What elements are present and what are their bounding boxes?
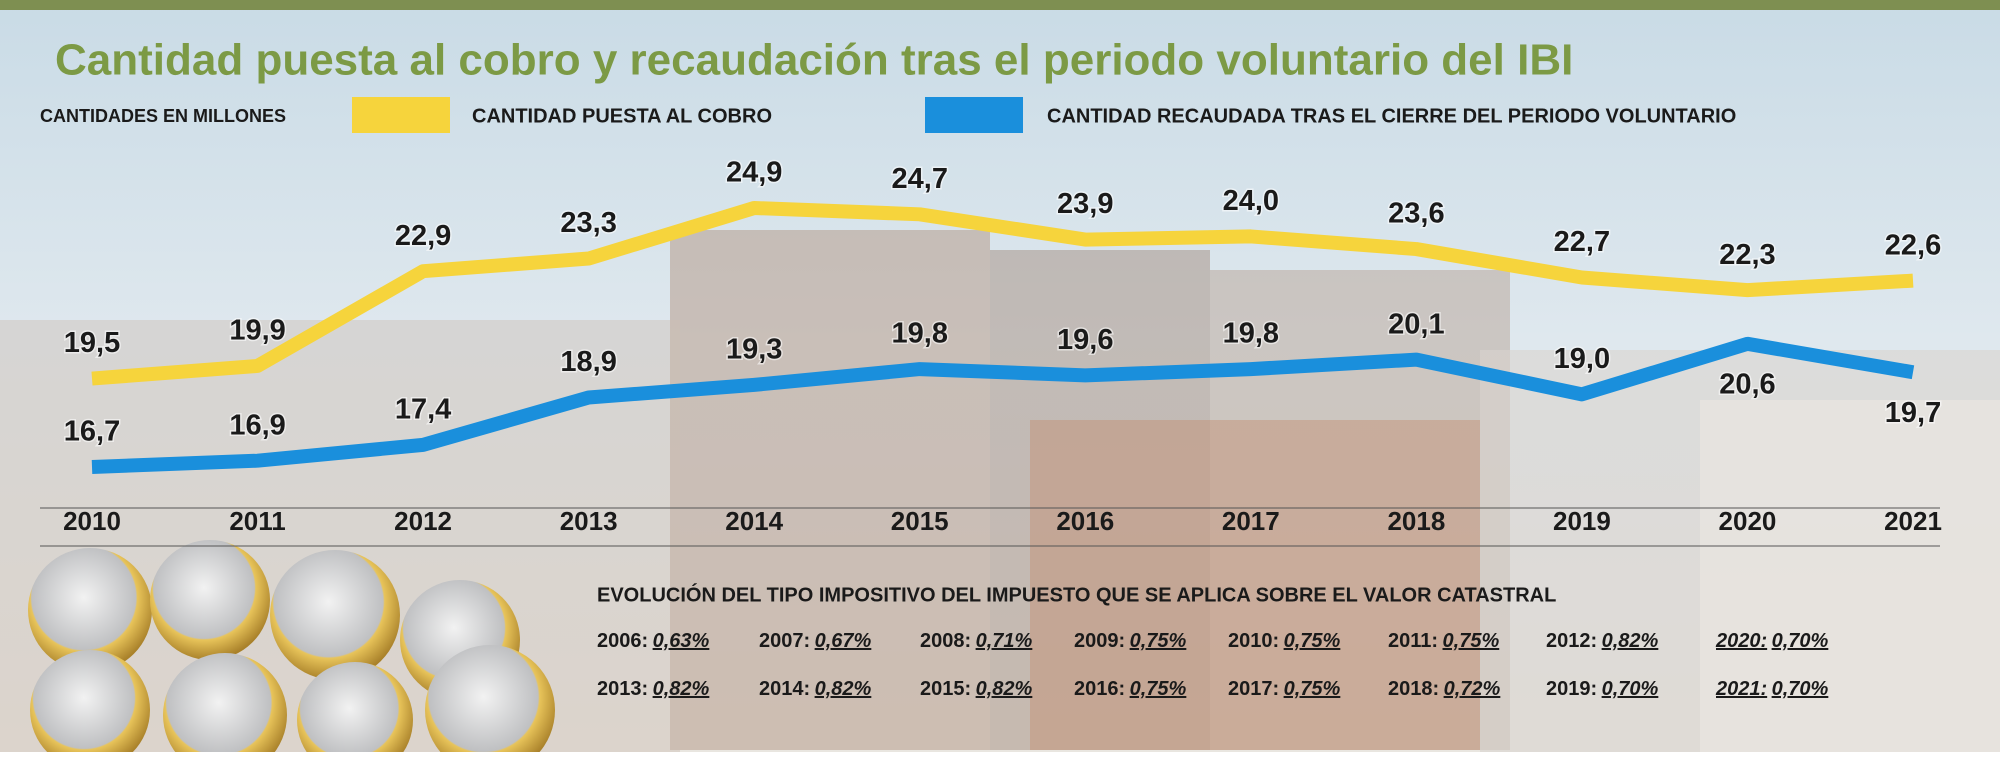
rate-value: 0,75% (1130, 678, 1187, 700)
section-title: EVOLUCIÓN DEL TIPO IMPOSITIVO DEL IMPUES… (597, 582, 1556, 606)
rate-year: 2007: (759, 630, 810, 652)
data-label: 23,6 (1388, 198, 1444, 230)
data-label: 17,4 (395, 394, 451, 426)
rate-value: 0,75% (1284, 678, 1341, 700)
data-label: 19,5 (64, 327, 120, 359)
x-tick-label: 2017 (1222, 506, 1280, 536)
rate-year: 2018: (1388, 678, 1439, 700)
rate-year: 2010: (1228, 630, 1279, 652)
data-label: 22,9 (395, 220, 451, 252)
data-label: 19,9 (229, 315, 285, 347)
rate-value: 0,82% (1602, 630, 1659, 652)
coins (28, 540, 555, 757)
rate-year: 2020: (1715, 630, 1767, 652)
x-tick-label: 2016 (1056, 506, 1114, 536)
rate-value: 0,82% (815, 678, 872, 700)
rate-value: 0,82% (653, 678, 710, 700)
data-label: 22,7 (1554, 226, 1610, 258)
series-line (91, 336, 1915, 474)
data-label: 16,9 (229, 409, 285, 441)
rate-year: 2015: (920, 678, 971, 700)
data-label: 20,6 (1719, 368, 1775, 400)
rate-value: 0,70% (1602, 678, 1659, 700)
legend-label: CANTIDAD PUESTA AL COBRO (472, 105, 772, 127)
rate-entry: 2007: 0,67% (759, 630, 872, 652)
rate-entry: 2008: 0,71% (920, 630, 1033, 652)
x-tick-label: 2020 (1719, 506, 1777, 536)
data-label: 23,9 (1057, 188, 1113, 220)
x-tick-label: 2012 (394, 506, 452, 536)
x-tick-label: 2018 (1387, 506, 1445, 536)
rate-entry: 2016: 0,75% (1074, 678, 1187, 700)
data-label: 19,7 (1885, 397, 1941, 429)
x-tick-label: 2014 (725, 506, 783, 536)
rate-entry: 2009: 0,75% (1074, 630, 1187, 652)
rate-value: 0,67% (815, 630, 872, 652)
rate-value: 0,82% (976, 678, 1033, 700)
data-label: 18,9 (560, 346, 616, 378)
legend-label: CANTIDAD RECAUDADA TRAS EL CIERRE DEL PE… (1047, 105, 1736, 127)
rate-year: 2014: (759, 678, 810, 700)
rate-entry: 2013: 0,82% (597, 678, 710, 700)
rate-year: 2006: (597, 630, 648, 652)
rate-value: 0,75% (1130, 630, 1187, 652)
data-label: 22,3 (1719, 239, 1775, 271)
rate-value: 0,63% (653, 630, 710, 652)
rate-value: 0,75% (1284, 630, 1341, 652)
rate-year: 2021: (1715, 678, 1767, 700)
rate-year: 2011: (1388, 630, 1438, 652)
x-tick-label: 2010 (63, 506, 121, 536)
rate-value: 0,75% (1443, 630, 1500, 652)
rate-year: 2013: (597, 678, 648, 700)
data-label: 19,0 (1554, 343, 1610, 375)
rate-value: 0,70% (1772, 630, 1829, 652)
x-tick-label: 2015 (891, 506, 949, 536)
rate-entry: 2021: 0,70% (1715, 678, 1829, 700)
rate-entry: 2010: 0,75% (1228, 630, 1341, 652)
rate-year: 2012: (1546, 630, 1597, 652)
rate-year: 2017: (1228, 678, 1279, 700)
rate-value: 0,72% (1444, 678, 1501, 700)
data-label: 19,6 (1057, 324, 1113, 356)
rate-entry: 2019: 0,70% (1546, 678, 1659, 700)
data-label: 24,9 (726, 157, 782, 189)
rate-entry: 2020: 0,70% (1715, 630, 1829, 652)
rate-year: 2009: (1074, 630, 1125, 652)
rate-year: 2008: (920, 630, 971, 652)
data-label: 16,7 (64, 416, 120, 448)
series-line (91, 201, 1914, 386)
rate-entry: 2014: 0,82% (759, 678, 872, 700)
data-label: 22,6 (1885, 229, 1941, 261)
rate-entry: 2011: 0,75% (1388, 630, 1499, 652)
rate-value: 0,70% (1772, 678, 1829, 700)
x-tick-label: 2011 (229, 506, 285, 536)
data-label: 24,7 (892, 163, 948, 195)
rate-year: 2019: (1546, 678, 1597, 700)
data-label: 24,0 (1223, 185, 1279, 217)
legend-swatch (352, 97, 450, 133)
x-tick-label: 2013 (560, 506, 618, 536)
data-label: 19,8 (1223, 318, 1279, 350)
chart-title: Cantidad puesta al cobro y recaudación t… (55, 36, 1573, 85)
data-label: 19,3 (726, 334, 782, 366)
rate-entry: 2017: 0,75% (1228, 678, 1341, 700)
data-label: 23,3 (560, 207, 616, 239)
data-label: 19,8 (892, 318, 948, 350)
rate-entry: 2012: 0,82% (1546, 630, 1659, 652)
x-tick-label: 2019 (1553, 506, 1611, 536)
x-tick-label: 2021 (1884, 506, 1942, 536)
rate-entry: 2018: 0,72% (1388, 678, 1501, 700)
rate-value: 0,71% (976, 630, 1033, 652)
rate-entry: 2006: 0,63% (597, 630, 710, 652)
data-label: 20,1 (1388, 308, 1444, 340)
rate-entry: 2015: 0,82% (920, 678, 1033, 700)
subtitle: CANTIDADES EN MILLONES (40, 106, 286, 126)
rate-year: 2016: (1074, 678, 1125, 700)
legend-swatch (925, 97, 1023, 133)
